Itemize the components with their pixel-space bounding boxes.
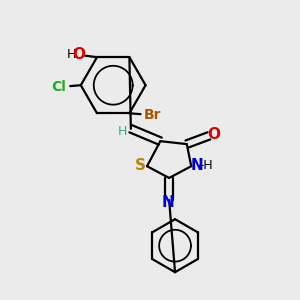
Text: –H: –H [197, 159, 213, 172]
Text: S: S [135, 158, 146, 173]
Text: Br: Br [144, 108, 161, 122]
Text: O: O [72, 47, 85, 62]
Text: Cl: Cl [51, 80, 66, 94]
Text: H: H [117, 125, 127, 138]
Text: N: N [190, 158, 203, 173]
Text: N: N [161, 195, 174, 210]
Text: O: O [208, 128, 221, 142]
Text: H: H [67, 48, 76, 61]
